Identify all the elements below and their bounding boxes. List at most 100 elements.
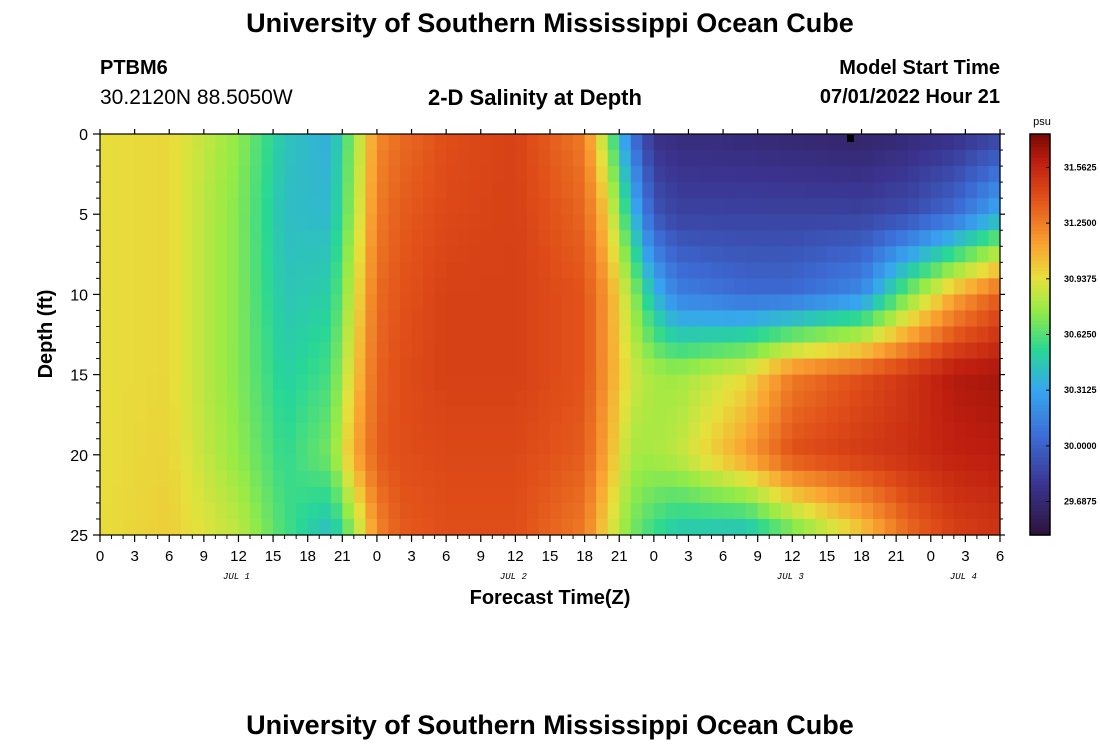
- heatmap-cell: [100, 182, 113, 199]
- heatmap-cell: [100, 470, 113, 488]
- heatmap-cell: [180, 262, 193, 279]
- x-tick-label: 6: [996, 548, 1004, 565]
- heatmap-cell: [838, 310, 851, 328]
- heatmap-cell: [919, 278, 932, 295]
- heatmap-cell: [550, 278, 563, 295]
- heatmap-cell: [100, 166, 113, 183]
- heatmap-cell: [550, 294, 563, 312]
- heatmap-cell: [723, 214, 736, 231]
- heatmap-cell: [653, 374, 666, 392]
- colorbar-segment: [1030, 157, 1050, 162]
- heatmap-cell: [573, 134, 586, 151]
- heatmap-cell: [261, 134, 274, 151]
- heatmap-cell: [630, 134, 643, 151]
- heatmap-cell: [734, 278, 747, 295]
- x-tick-label: 3: [684, 548, 692, 565]
- heatmap-cell: [100, 518, 113, 536]
- heatmap-cell: [342, 454, 355, 472]
- heatmap-cell: [976, 454, 990, 472]
- heatmap-cell: [446, 470, 459, 488]
- heatmap-cell: [919, 230, 932, 247]
- heatmap-cell: [734, 470, 747, 488]
- heatmap-cell: [273, 326, 286, 344]
- colorbar-segment: [1030, 317, 1050, 322]
- heatmap-cell: [919, 358, 932, 376]
- heatmap-cell: [469, 374, 482, 392]
- heatmap-cell: [942, 438, 955, 456]
- heatmap-cell: [296, 358, 309, 376]
- colorbar-segment: [1030, 381, 1050, 386]
- heatmap-cell: [550, 518, 563, 536]
- heatmap-cell: [942, 166, 955, 183]
- heatmap-cell: [907, 342, 920, 360]
- heatmap-cell: [826, 214, 840, 231]
- heatmap-cell: [607, 326, 620, 344]
- heatmap-cell: [746, 246, 759, 263]
- heatmap-cell: [146, 406, 159, 424]
- heatmap-cell: [596, 374, 609, 392]
- heatmap-cell: [446, 486, 459, 504]
- heatmap-cell: [526, 310, 540, 328]
- heatmap-cell: [353, 502, 366, 520]
- heatmap-cell: [203, 422, 216, 440]
- heatmap-cell: [850, 390, 863, 408]
- heatmap-cell: [734, 518, 747, 536]
- heatmap-cell: [400, 230, 413, 247]
- x-tick-label: 3: [130, 548, 138, 565]
- heatmap-cell: [826, 358, 840, 376]
- heatmap-cell: [480, 406, 493, 424]
- heatmap-cell: [826, 518, 840, 536]
- heatmap-cell: [976, 262, 990, 279]
- heatmap-cell: [157, 310, 170, 328]
- heatmap-cell: [307, 406, 320, 424]
- heatmap-cell: [342, 294, 355, 312]
- heatmap-cell: [250, 166, 263, 183]
- heatmap-cell: [446, 358, 459, 376]
- heatmap-cell: [503, 230, 516, 247]
- heatmap-cell: [111, 246, 124, 263]
- heatmap-cell: [388, 230, 401, 247]
- heatmap-cell: [330, 134, 343, 151]
- heatmap-cell: [700, 150, 713, 167]
- heatmap-cell: [203, 390, 216, 408]
- heatmap-cell: [457, 134, 470, 151]
- heatmap-cell: [607, 294, 620, 312]
- heatmap-cell: [226, 166, 240, 183]
- heatmap-cell: [711, 246, 724, 263]
- heatmap-cell: [769, 454, 782, 472]
- heatmap-cell: [100, 390, 113, 408]
- heatmap-cell: [411, 294, 424, 312]
- heatmap-cell: [273, 422, 286, 440]
- heatmap-cell: [723, 166, 736, 183]
- heatmap-cell: [561, 230, 574, 247]
- heatmap-cell: [838, 230, 851, 247]
- heatmap-cell: [688, 390, 701, 408]
- heatmap-cell: [250, 310, 263, 328]
- heatmap-cell: [180, 374, 193, 392]
- heatmap-cell: [988, 262, 1001, 279]
- heatmap-cell: [457, 198, 470, 215]
- heatmap-cell: [296, 502, 309, 520]
- heatmap-cell: [284, 422, 297, 440]
- colorbar-segment: [1030, 408, 1050, 412]
- heatmap-cell: [400, 214, 413, 231]
- heatmap-cell: [388, 454, 401, 472]
- heatmap-cell: [157, 262, 170, 279]
- heatmap-cell: [550, 486, 563, 504]
- heatmap-cell: [676, 422, 690, 440]
- colorbar-segment: [1030, 267, 1050, 272]
- heatmap-cell: [550, 422, 563, 440]
- heatmap-cell: [688, 246, 701, 263]
- heatmap-cell: [388, 486, 401, 504]
- heatmap-cell: [157, 342, 170, 360]
- heatmap-cell: [792, 166, 805, 183]
- colorbar-segment: [1030, 327, 1050, 332]
- heatmap-cell: [723, 182, 736, 199]
- heatmap-cell: [180, 454, 193, 472]
- heatmap-cell: [353, 342, 366, 360]
- heatmap-cell: [769, 182, 782, 199]
- heatmap-cell: [792, 406, 805, 424]
- heatmap-cell: [803, 278, 816, 295]
